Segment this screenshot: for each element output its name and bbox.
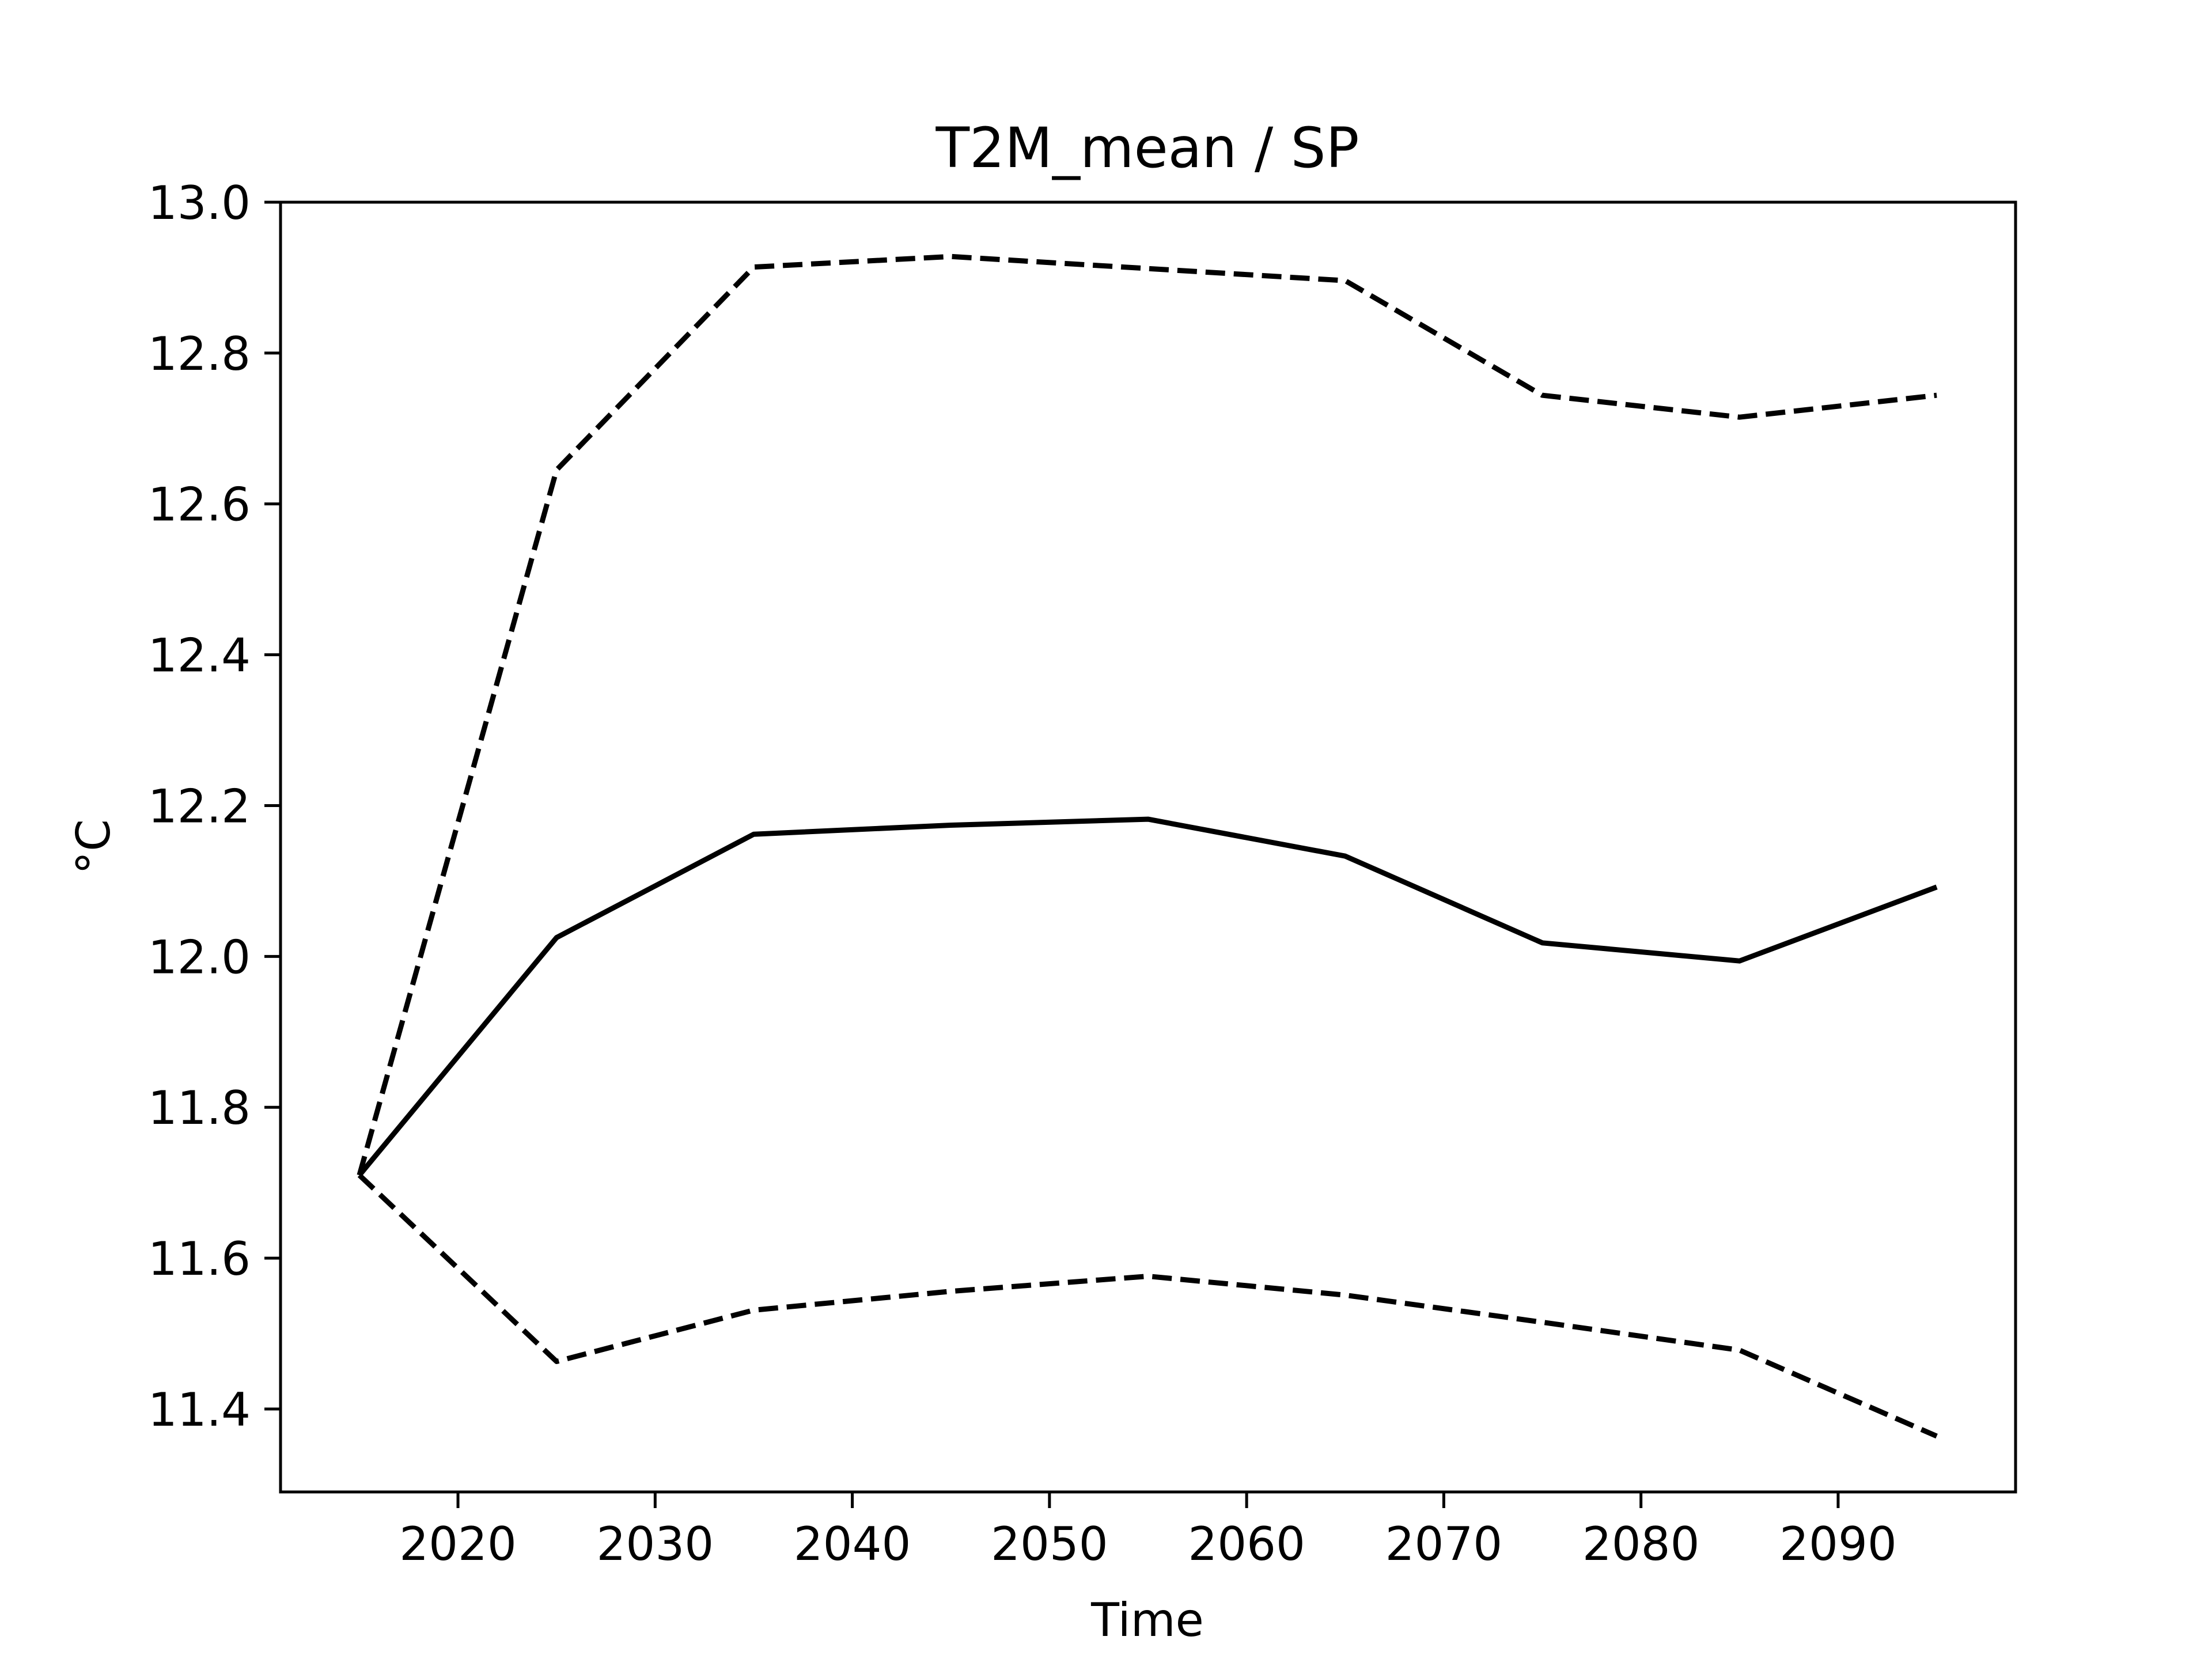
y-tick-label: 11.8: [148, 1081, 251, 1135]
series-layer: [357, 253, 1938, 1439]
y-tick-label: 11.4: [148, 1383, 251, 1437]
y-axis: 11.4 11.6 11.8 12.0 12.2 12.4 12.6 12.8 13.0: [148, 176, 281, 1437]
series-line-0: [357, 816, 1938, 1177]
y-tick-label: 12.8: [148, 327, 251, 381]
y-tick-label: 13.0: [148, 176, 251, 230]
x-tick-label: 2020: [399, 1517, 517, 1571]
x-tick-label: 2040: [794, 1517, 911, 1571]
y-axis-label: °C: [67, 819, 120, 874]
y-tick-label: 11.6: [148, 1232, 251, 1286]
y-tick-label: 12.2: [148, 779, 251, 833]
y-tick-label: 12.6: [148, 478, 251, 532]
x-tick-label: 2070: [1385, 1517, 1503, 1571]
x-tick-label: 2090: [1779, 1517, 1897, 1571]
x-tick-label: 2060: [1188, 1517, 1305, 1571]
chart-title: T2M_mean / SP: [935, 116, 1359, 180]
series-line-2: [357, 1173, 1938, 1439]
y-tick-label: 12.0: [148, 930, 251, 984]
x-tick-label: 2050: [991, 1517, 1108, 1571]
x-tick-label: 2080: [1582, 1517, 1700, 1571]
x-tick-label: 2030: [597, 1517, 714, 1571]
x-axis-label: Time: [1090, 1593, 1204, 1647]
series-line-1: [357, 253, 1937, 1176]
y-tick-label: 12.4: [148, 629, 251, 683]
plot-area: [279, 200, 2017, 1494]
plot-frame: [279, 200, 2017, 1494]
x-axis: 2020 2030 2040 2050 2060 2070 2080 2090: [399, 1492, 1897, 1571]
